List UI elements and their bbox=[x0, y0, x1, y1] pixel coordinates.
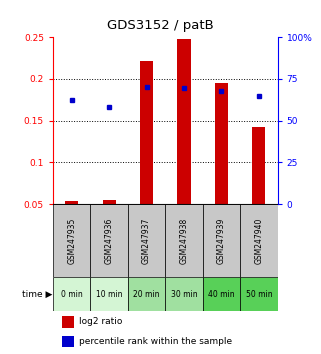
FancyBboxPatch shape bbox=[240, 204, 278, 278]
Bar bbox=[65, 201, 78, 204]
Text: 0 min: 0 min bbox=[61, 290, 82, 299]
Text: 40 min: 40 min bbox=[208, 290, 235, 299]
Text: 20 min: 20 min bbox=[133, 290, 160, 299]
Bar bbox=[215, 83, 228, 204]
Text: percentile rank within the sample: percentile rank within the sample bbox=[79, 337, 232, 346]
FancyBboxPatch shape bbox=[203, 278, 240, 311]
Text: log2 ratio: log2 ratio bbox=[79, 318, 122, 326]
FancyBboxPatch shape bbox=[128, 204, 165, 278]
Text: time ▶: time ▶ bbox=[22, 290, 52, 299]
FancyBboxPatch shape bbox=[128, 278, 165, 311]
Bar bbox=[103, 200, 116, 204]
Text: GSM247935: GSM247935 bbox=[67, 218, 76, 264]
FancyBboxPatch shape bbox=[53, 278, 91, 311]
Text: GSM247939: GSM247939 bbox=[217, 218, 226, 264]
Text: 50 min: 50 min bbox=[246, 290, 272, 299]
FancyBboxPatch shape bbox=[165, 278, 203, 311]
FancyBboxPatch shape bbox=[240, 278, 278, 311]
FancyBboxPatch shape bbox=[53, 204, 91, 278]
FancyBboxPatch shape bbox=[203, 204, 240, 278]
Bar bbox=[140, 61, 153, 204]
Text: GDS3152 / patB: GDS3152 / patB bbox=[107, 19, 214, 33]
Text: 30 min: 30 min bbox=[171, 290, 197, 299]
Bar bbox=[62, 336, 74, 347]
Text: 10 min: 10 min bbox=[96, 290, 122, 299]
Text: GSM247936: GSM247936 bbox=[105, 218, 114, 264]
Bar bbox=[178, 39, 191, 204]
Bar bbox=[62, 316, 74, 328]
Text: GSM247937: GSM247937 bbox=[142, 218, 151, 264]
FancyBboxPatch shape bbox=[165, 204, 203, 278]
FancyBboxPatch shape bbox=[91, 204, 128, 278]
Text: GSM247940: GSM247940 bbox=[255, 218, 264, 264]
Text: GSM247938: GSM247938 bbox=[179, 218, 188, 264]
FancyBboxPatch shape bbox=[91, 278, 128, 311]
Bar bbox=[252, 127, 265, 204]
